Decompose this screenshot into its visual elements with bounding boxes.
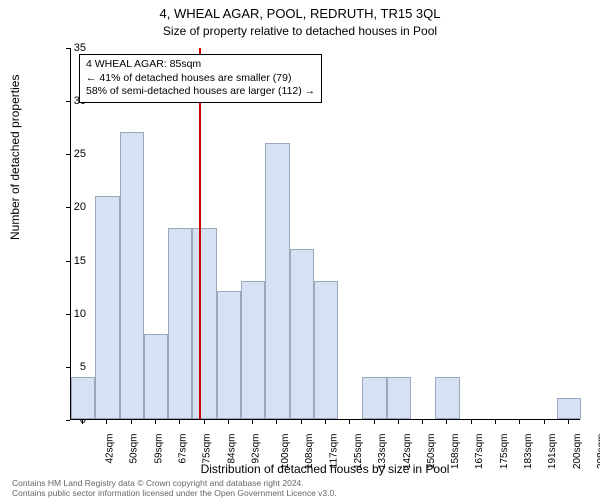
x-tick-mark xyxy=(519,420,520,424)
histogram-bar xyxy=(435,377,459,420)
histogram-bar xyxy=(241,281,265,419)
x-tick-mark xyxy=(398,420,399,424)
footer: Contains HM Land Registry data © Crown c… xyxy=(12,478,337,498)
x-tick-label: 208sqm xyxy=(596,434,600,470)
chart-title: 4, WHEAL AGAR, POOL, REDRUTH, TR15 3QL xyxy=(0,6,600,21)
x-tick-mark xyxy=(446,420,447,424)
histogram-bar xyxy=(192,228,216,419)
y-tick-mark xyxy=(66,420,70,421)
x-tick-mark xyxy=(276,420,277,424)
x-axis-label: Distribution of detached houses by size … xyxy=(70,462,580,476)
x-tick-label: 92sqm xyxy=(250,434,261,464)
chart-subtitle: Size of property relative to detached ho… xyxy=(0,24,600,38)
x-tick-mark xyxy=(495,420,496,424)
annotation-line-3: 58% of semi-detached houses are larger (… xyxy=(86,85,315,99)
footer-line-2: Contains public sector information licen… xyxy=(12,488,337,498)
plot-area: 4 WHEAL AGAR: 85sqm ← 41% of detached ho… xyxy=(70,48,580,420)
x-tick-mark xyxy=(325,420,326,424)
histogram-bar xyxy=(120,132,144,419)
x-tick-mark xyxy=(374,420,375,424)
x-tick-mark xyxy=(82,420,83,424)
x-tick-mark xyxy=(568,420,569,424)
histogram-bar xyxy=(144,334,168,419)
x-tick-mark xyxy=(228,420,229,424)
annotation-line-1: 4 WHEAL AGAR: 85sqm xyxy=(86,58,315,72)
histogram-bar xyxy=(387,377,411,420)
histogram-bar xyxy=(362,377,386,420)
x-tick-mark xyxy=(252,420,253,424)
x-tick-mark xyxy=(349,420,350,424)
x-tick-mark xyxy=(106,420,107,424)
x-tick-mark xyxy=(544,420,545,424)
chart-container: 4, WHEAL AGAR, POOL, REDRUTH, TR15 3QL S… xyxy=(0,0,600,500)
x-tick-mark xyxy=(301,420,302,424)
histogram-bar xyxy=(95,196,119,419)
x-tick-label: 84sqm xyxy=(226,434,237,464)
x-tick-mark xyxy=(155,420,156,424)
annotation-line-2: ← 41% of detached houses are smaller (79… xyxy=(86,72,315,86)
histogram-bar xyxy=(314,281,338,419)
x-tick-mark xyxy=(204,420,205,424)
annotation-box: 4 WHEAL AGAR: 85sqm ← 41% of detached ho… xyxy=(79,54,322,103)
x-tick-label: 67sqm xyxy=(178,434,189,464)
histogram-bar xyxy=(290,249,314,419)
histogram-bar xyxy=(265,143,289,419)
histogram-bar xyxy=(557,398,581,419)
reference-line xyxy=(199,48,201,419)
x-tick-mark xyxy=(422,420,423,424)
footer-line-1: Contains HM Land Registry data © Crown c… xyxy=(12,478,337,488)
x-tick-label: 42sqm xyxy=(105,434,116,464)
x-tick-mark xyxy=(131,420,132,424)
x-tick-mark xyxy=(179,420,180,424)
histogram-bar xyxy=(168,228,192,419)
histogram-bar xyxy=(71,377,95,420)
x-tick-mark xyxy=(471,420,472,424)
x-tick-label: 50sqm xyxy=(129,434,140,464)
y-axis-label: Number of detached properties xyxy=(8,75,22,240)
histogram-bar xyxy=(217,291,241,419)
x-tick-label: 75sqm xyxy=(202,434,213,464)
x-tick-label: 59sqm xyxy=(153,434,164,464)
